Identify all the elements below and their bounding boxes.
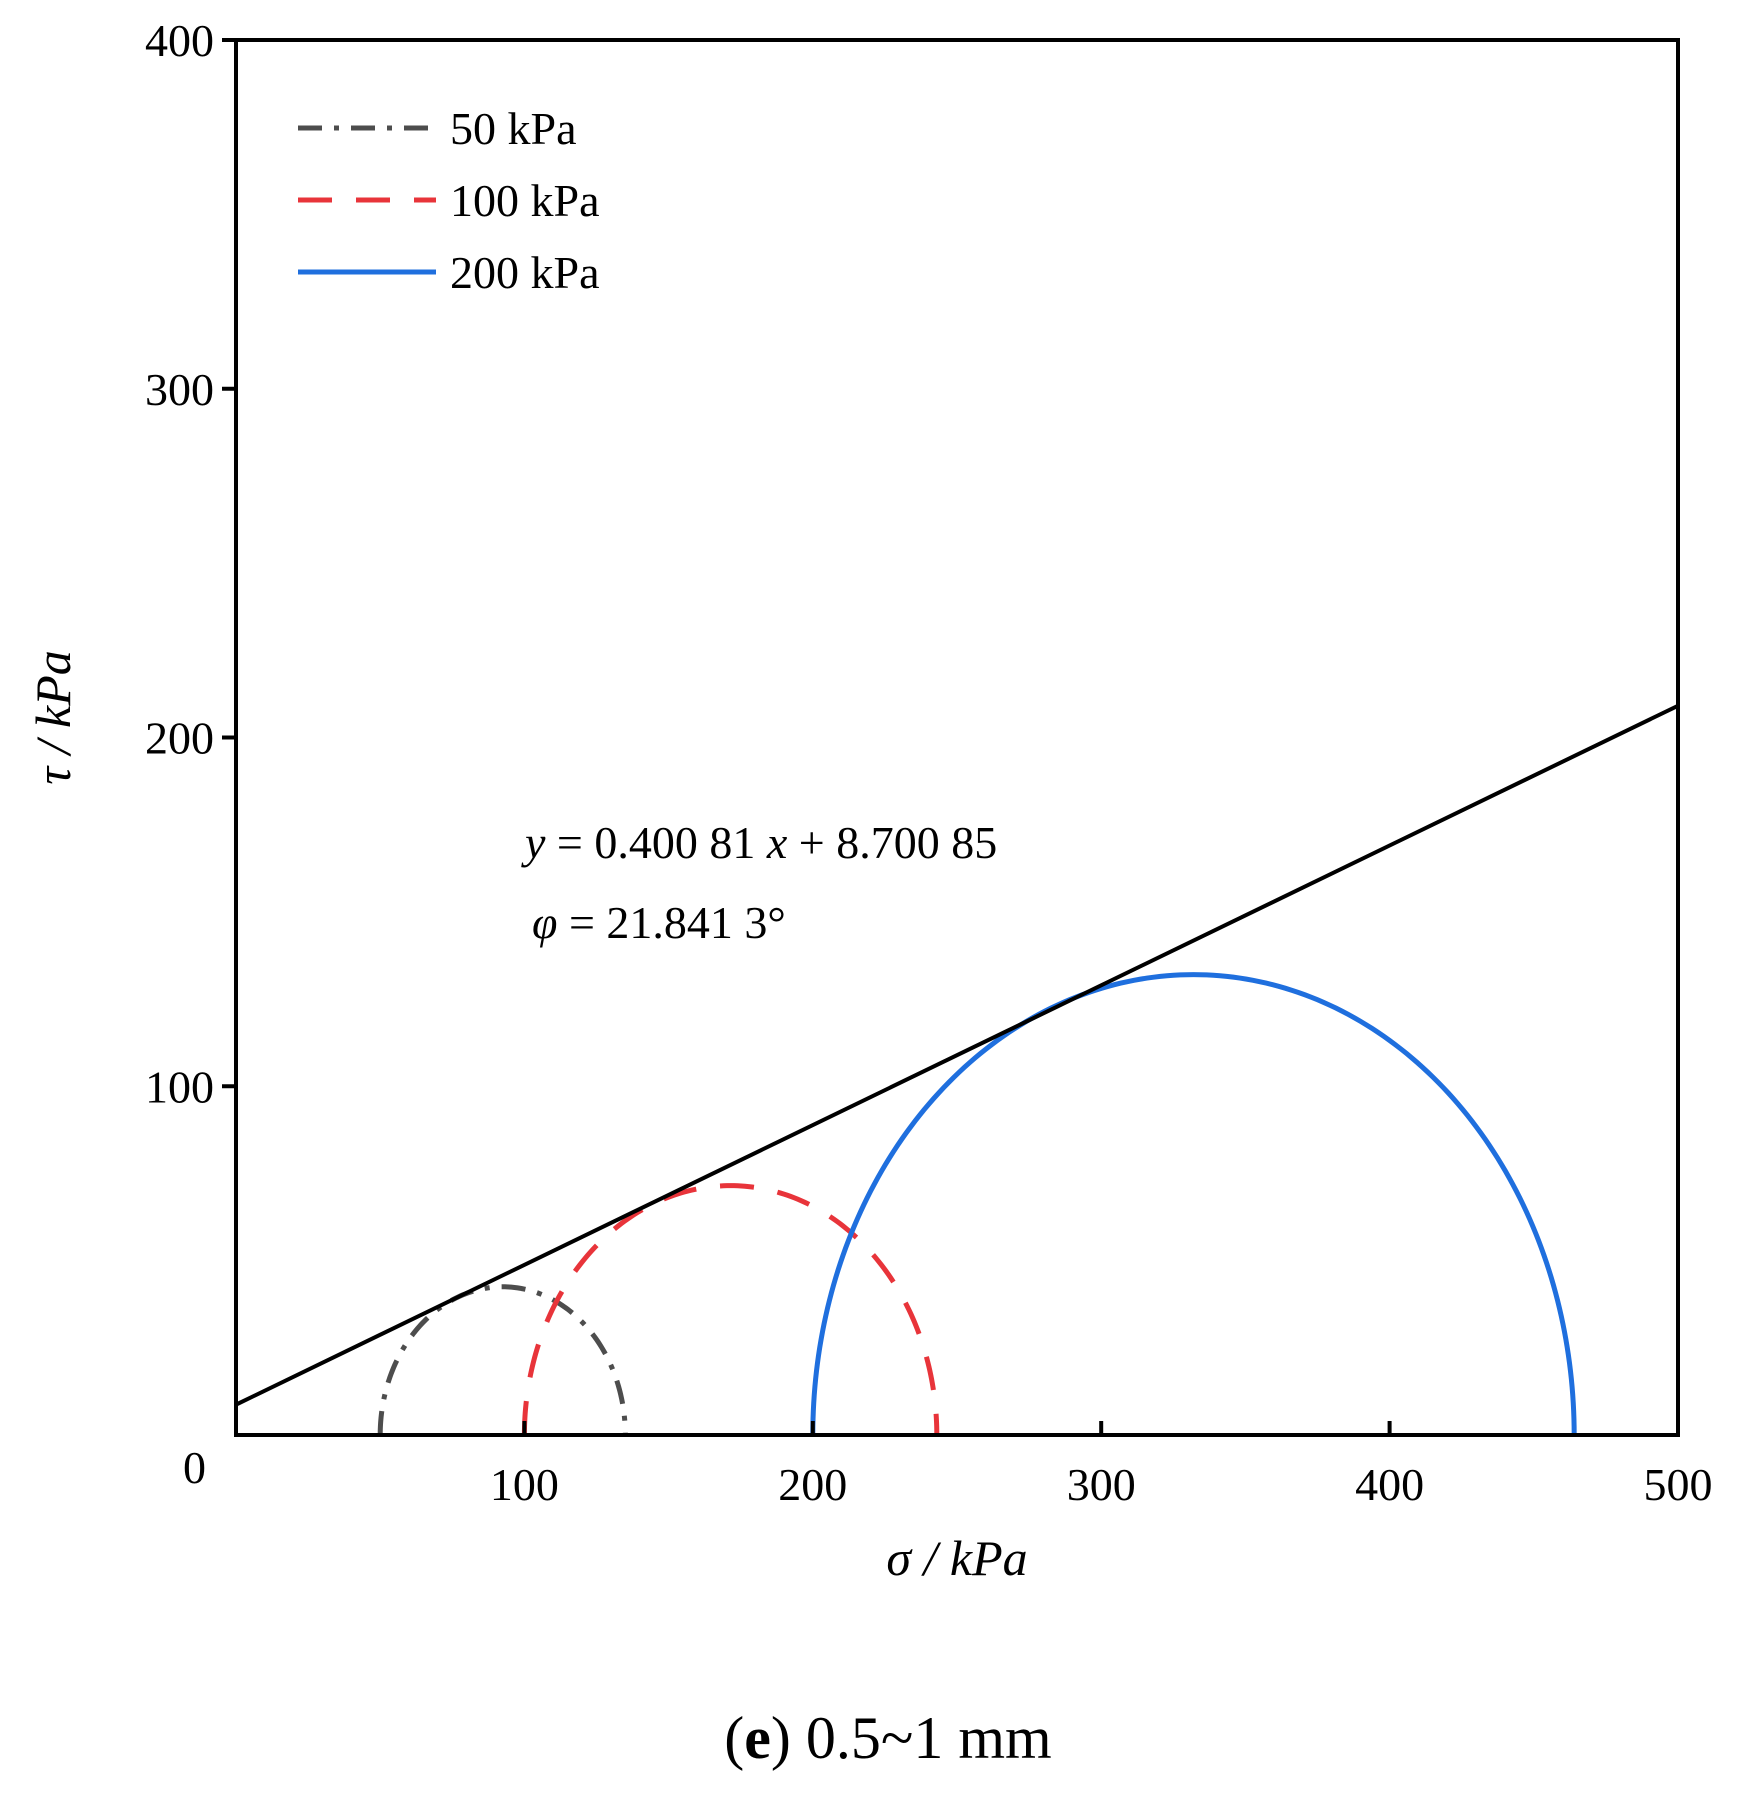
y-axis-title: τ / kPa [25, 650, 81, 785]
legend: 50 kPa 100 kPa 200 kPa [298, 103, 600, 298]
legend-label-2: 100 kPa [450, 175, 600, 226]
x-axis-title: σ / kPa [886, 1530, 1027, 1586]
y-tick-label: 300 [145, 364, 214, 415]
envelope-equation: y = 0.400 81 x + 8.700 85 [521, 817, 997, 868]
x-tick-label: 500 [1644, 1459, 1713, 1510]
legend-label-1: 50 kPa [450, 103, 577, 154]
friction-angle-annotation: φ = 21.841 3° [532, 897, 786, 948]
failure-envelope-line [236, 703, 1678, 1407]
x-tick-label: 300 [1067, 1459, 1136, 1510]
y-tick-label: 400 [145, 15, 214, 66]
y-tick-label: 200 [145, 713, 214, 764]
mohr-circle-2 [521, 1183, 940, 1435]
figure-caption: (e) 0.5~1 mm [724, 1705, 1051, 1771]
mohr-circle-1 [377, 1284, 628, 1435]
y-tick-label: 100 [145, 1061, 214, 1112]
x-tick-label: 400 [1355, 1459, 1424, 1510]
x-tick-label: 200 [778, 1459, 847, 1510]
x-tick-label: 100 [490, 1459, 559, 1510]
mohr-circle-3 [810, 972, 1577, 1435]
caption-letter: ( [724, 1705, 744, 1771]
origin-label: 0 [183, 1442, 206, 1493]
legend-label-3: 200 kPa [450, 247, 600, 298]
